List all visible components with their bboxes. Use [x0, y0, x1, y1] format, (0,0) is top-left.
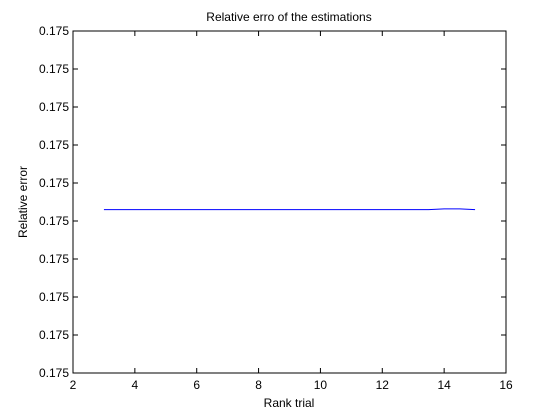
y-tick-label: 0.175	[39, 100, 69, 114]
y-tick-label: 0.175	[39, 366, 69, 380]
y-tick-label: 0.175	[39, 214, 69, 228]
y-tick-label: 0.175	[39, 138, 69, 152]
y-tick-label: 0.175	[39, 62, 69, 76]
y-tick-label: 0.175	[39, 290, 69, 304]
series-layer	[103, 208, 476, 211]
x-tick-label: 16	[499, 378, 513, 392]
plot-area	[72, 30, 507, 374]
axis-ticks: 2 4 6 8 10 12 14 16 0.175 0.175 0.175 0.175 0.175 0.1…	[39, 24, 513, 392]
y-tick-label: 0.175	[39, 252, 69, 266]
x-axis-label: Rank trial	[264, 396, 315, 410]
x-tick-label: 14	[437, 378, 451, 392]
y-axis-label: Relative error	[16, 166, 30, 238]
x-tick-label: 8	[255, 378, 262, 392]
y-tick-label: 0.175	[39, 24, 69, 38]
x-tick-label: 2	[70, 378, 77, 392]
y-tick-label: 0.175	[39, 176, 69, 190]
series-line	[103, 208, 476, 211]
x-tick-label: 4	[132, 378, 139, 392]
chart-title: Relative erro of the estimations	[206, 10, 371, 24]
x-tick-label: 12	[376, 378, 390, 392]
x-tick-label: 10	[314, 378, 328, 392]
x-tick-label: 6	[193, 378, 200, 392]
y-tick-label: 0.175	[39, 328, 69, 342]
